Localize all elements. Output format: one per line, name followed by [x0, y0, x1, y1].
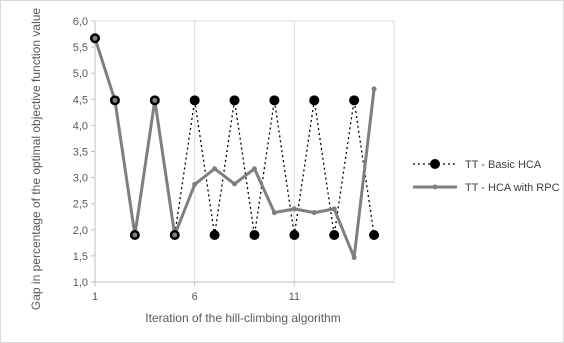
y-tick-label: 6,0 [73, 16, 88, 28]
legend-swatch-marker [432, 184, 438, 190]
y-tick-label: 5,0 [73, 68, 88, 80]
y-tick-label: 1,5 [73, 251, 88, 263]
x-axis-title: Iteration of the hill-climbing algorithm [145, 311, 340, 325]
series-1-point [269, 95, 280, 106]
legend-swatch-marker [430, 159, 440, 169]
legend-label: TT - HCA with RPC [465, 182, 560, 194]
series-1-point [369, 230, 380, 241]
axes: 1,0 1,5 2,0 2,5 3,0 3,5 4,0 4,5 5,0 5,5 6,0 1 6 11 [73, 16, 394, 303]
series-2-point [331, 206, 337, 212]
series-2-point [172, 232, 178, 238]
x-tick-label: 1 [92, 291, 98, 303]
x-tick-label: 6 [192, 291, 198, 303]
series-layer [90, 33, 380, 260]
series-2-point [311, 210, 317, 216]
y-tick-label: 5,5 [73, 42, 88, 54]
series-1-point [309, 95, 320, 106]
y-axis-title: Gap in percentage of the optimal objecti… [29, 8, 43, 311]
series-2-point [232, 181, 238, 187]
series-2-point [291, 206, 297, 212]
series-2-point [92, 35, 98, 41]
y-tick-label: 2,5 [73, 199, 88, 211]
series-1-point [249, 230, 260, 241]
y-tick-label: 4,0 [73, 120, 88, 132]
series-2-point [212, 166, 218, 172]
series-1-point [229, 95, 240, 106]
y-tick-label: 3,0 [73, 173, 88, 185]
series-2-point [251, 166, 257, 172]
series-2-point [351, 254, 357, 260]
series-2-point [152, 97, 158, 103]
series-2-point [371, 86, 377, 92]
series-1-point [289, 230, 300, 241]
legend-label: TT - Basic HCA [465, 159, 542, 171]
y-tick-label: 2,0 [73, 225, 88, 237]
series-line-2 [93, 37, 376, 259]
series-1-point [189, 95, 200, 106]
series-1-point [329, 230, 340, 241]
series-1-point [349, 95, 360, 106]
x-tick-label: 11 [289, 291, 300, 303]
series-2-point [192, 181, 198, 187]
series-2-point [271, 210, 277, 216]
y-tick-label: 4,5 [73, 94, 88, 106]
series-line-1 [94, 38, 375, 236]
series-2-point [112, 97, 118, 103]
y-tick-label: 1,0 [73, 277, 88, 289]
series-1-point [209, 230, 220, 241]
y-tick-label: 3,5 [73, 147, 88, 159]
legend: TT - Basic HCA TT - HCA with RPC [413, 159, 560, 194]
series-2-point [132, 232, 138, 238]
